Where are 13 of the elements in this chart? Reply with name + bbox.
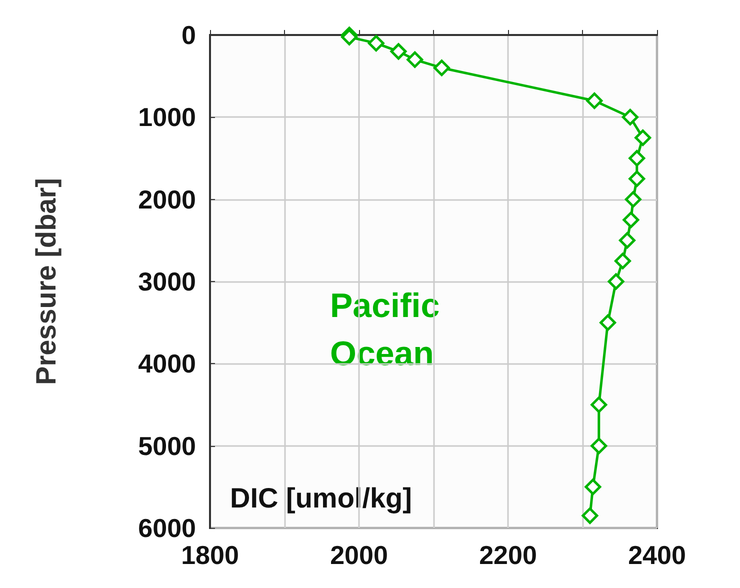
x-tick-label: 2400: [628, 540, 686, 570]
y-axis-title: Pressure [dbar]: [30, 178, 62, 385]
y-tick-label: 6000: [138, 513, 196, 543]
y-tick-label: 5000: [138, 430, 196, 461]
x-tick-label: 2200: [479, 540, 537, 570]
x-tick-label: 2000: [330, 540, 388, 570]
x-axis-title: DIC [umol/kg]: [230, 482, 412, 514]
y-tick-label: 3000: [138, 266, 196, 296]
y-tick-label: 2000: [138, 184, 196, 214]
y-tick-label: 4000: [138, 348, 196, 379]
y-tick-label: 0: [182, 20, 196, 50]
y-tick-label: 1000: [138, 102, 196, 132]
x-tick-label: 1800: [181, 540, 239, 570]
